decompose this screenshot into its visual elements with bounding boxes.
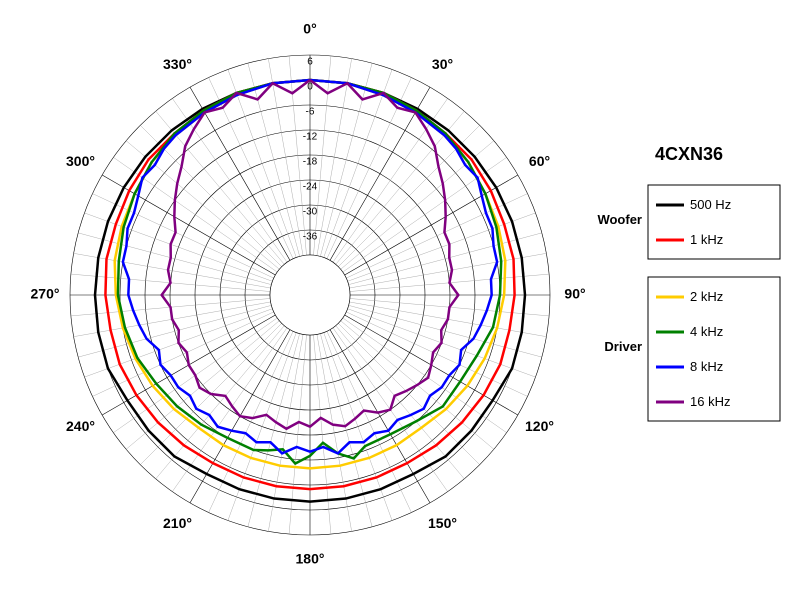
db-tick-label: 6 (307, 57, 313, 68)
grid-spoke (228, 69, 296, 257)
angle-label: 90° (564, 286, 585, 302)
angle-label: 0° (303, 21, 316, 37)
angle-label: 330° (163, 56, 192, 72)
db-tick-label: -6 (306, 107, 315, 118)
angle-label: 240° (66, 418, 95, 434)
grid-spoke (228, 333, 296, 521)
angle-label: 120° (525, 418, 554, 434)
woofer-label: Woofer (597, 212, 642, 227)
angle-label: 60° (529, 153, 550, 169)
grid-spoke (348, 213, 536, 281)
legend-label: 500 Hz (690, 197, 731, 212)
legend-label: 16 kHz (690, 394, 730, 409)
grid-spoke (324, 69, 392, 257)
db-tick-label: -36 (303, 232, 318, 243)
angle-label: 210° (163, 515, 192, 531)
db-tick-label: -24 (303, 182, 318, 193)
grid-spoke (324, 333, 392, 521)
db-tick-label: -30 (303, 207, 318, 218)
legend-label: 1 kHz (690, 232, 723, 247)
legend-label: 2 kHz (690, 289, 723, 304)
db-tick-label: -18 (303, 157, 318, 168)
center-hole (270, 255, 350, 335)
angle-label: 300° (66, 153, 95, 169)
angle-label: 180° (296, 551, 325, 567)
angle-label: 30° (432, 56, 453, 72)
driver-label: Driver (604, 339, 642, 354)
polar-chart-container: 0° 30° 60° 90° 120° 150° 180° 210° 240° 270° 300° 3… (0, 0, 797, 600)
db-tick-label: -12 (303, 132, 318, 143)
legend-label: 4 kHz (690, 324, 723, 339)
angle-label: 270° (31, 286, 60, 302)
angle-label: 150° (428, 515, 457, 531)
chart-title: 4CXN36 (655, 144, 723, 164)
legend-label: 8 kHz (690, 359, 723, 374)
polar-chart-svg: 0° 30° 60° 90° 120° 150° 180° 210° 240° 270° 300° 3… (0, 0, 797, 600)
grid-spoke (84, 213, 272, 281)
